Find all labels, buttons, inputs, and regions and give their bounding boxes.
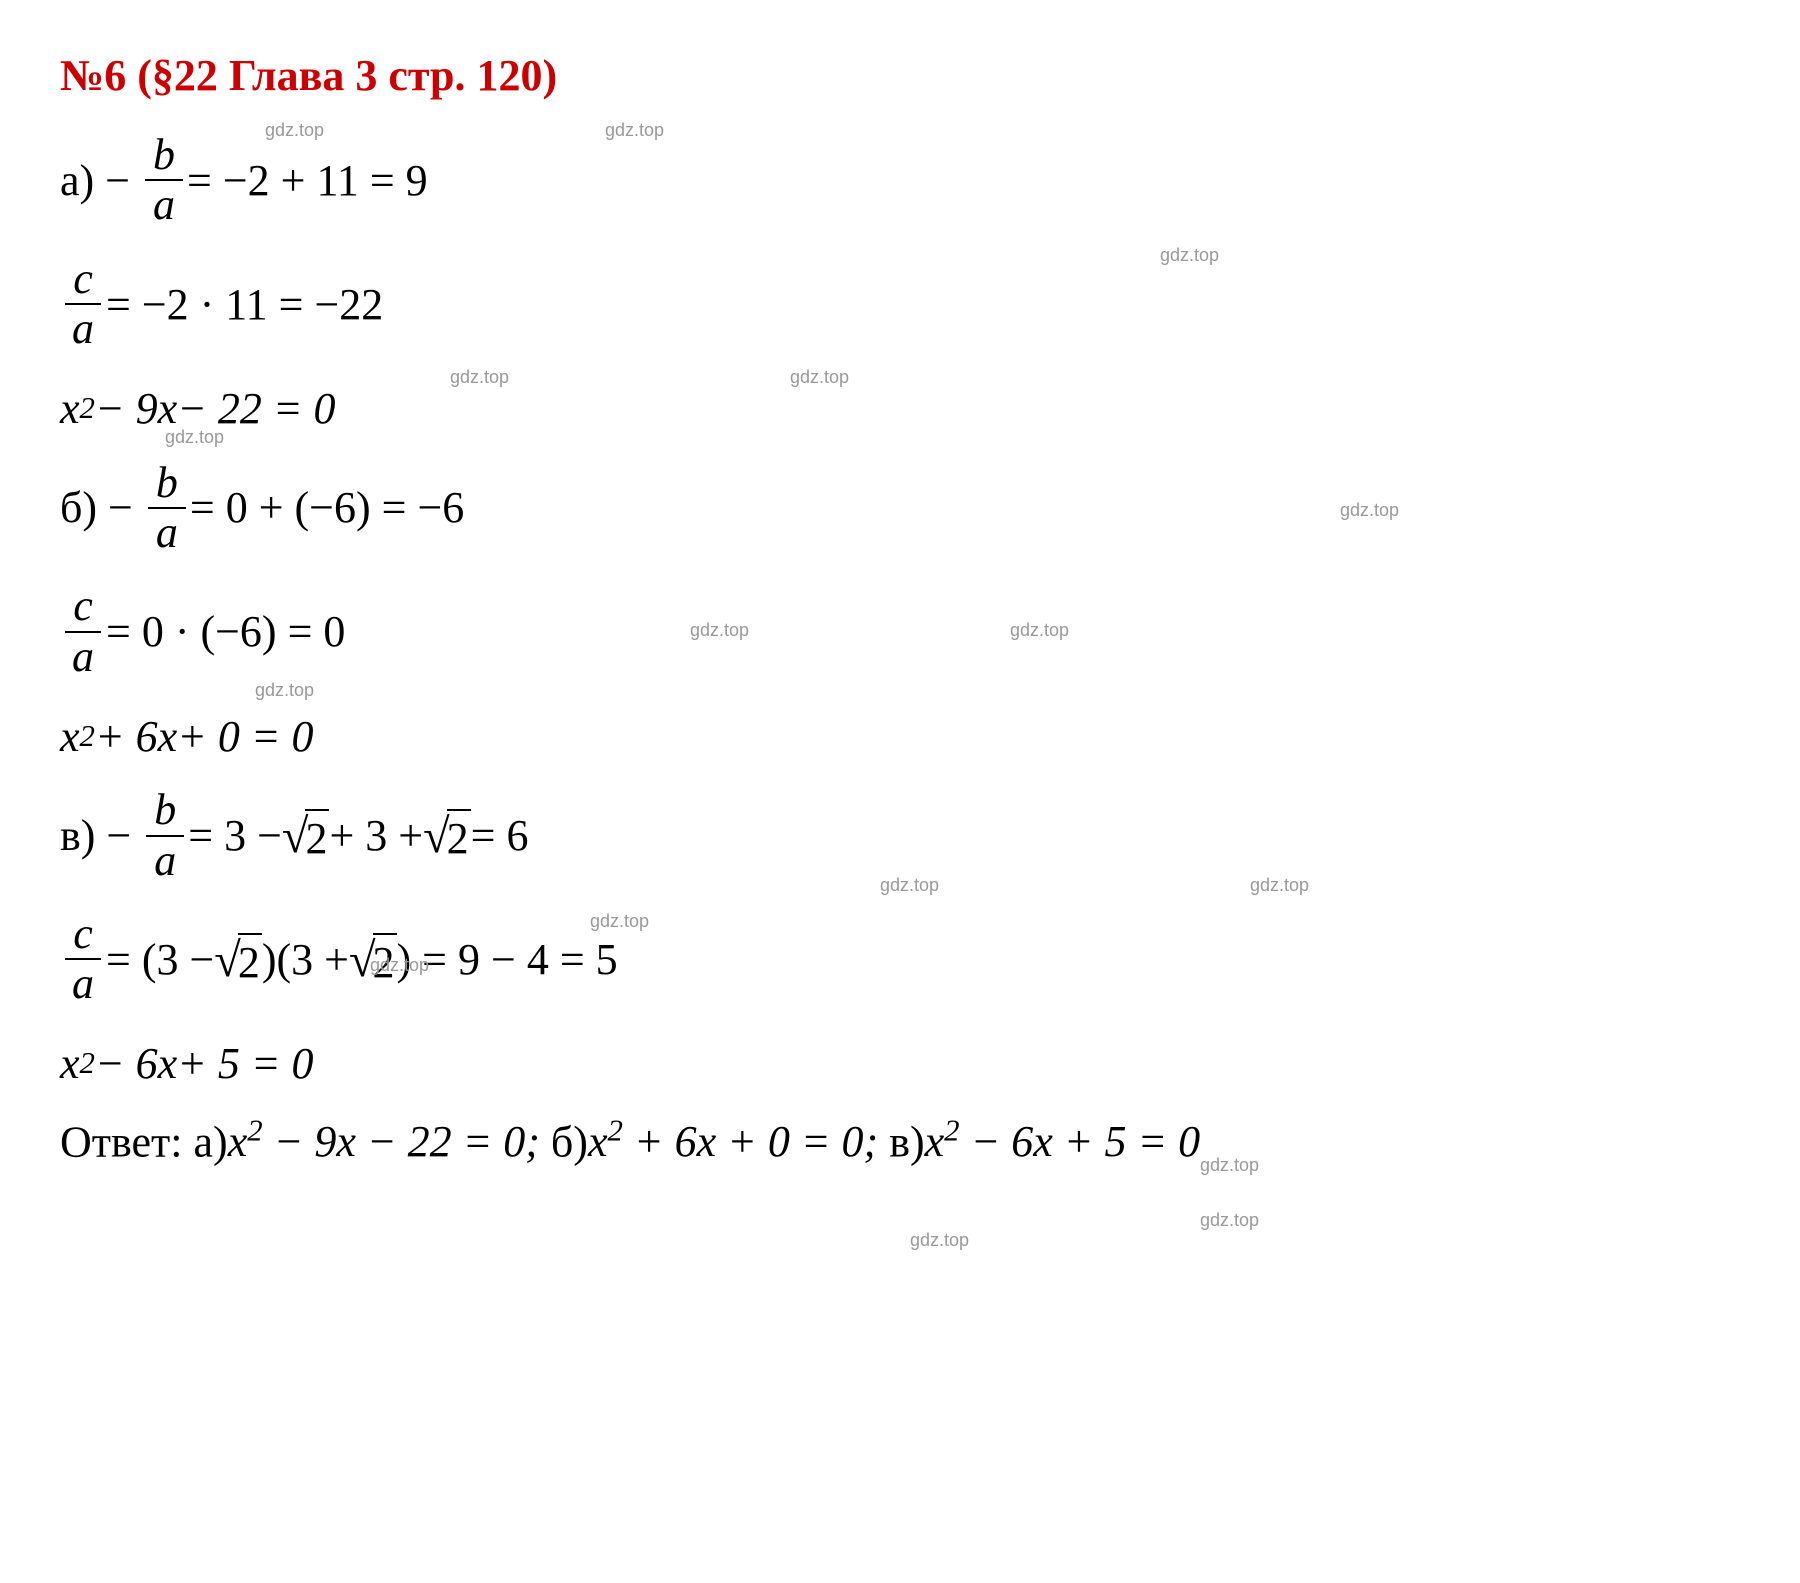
part-a-line2: c a = −2 · 11 = −22 [60, 255, 1740, 354]
sqrt-content: 2 [238, 933, 262, 988]
watermark-text: gdz.top [910, 1230, 969, 1251]
answer-a-eq: x2 − 9x − 22 = 0; [228, 1117, 551, 1166]
minus-sign: − [94, 155, 141, 206]
fraction-c-over-a: c a [64, 910, 102, 1009]
eq-rhs: = −2 + 11 = 9 [187, 155, 428, 206]
fraction-b-over-a: b a [148, 459, 186, 558]
answer-c-label: в) [889, 1117, 924, 1166]
fraction-c-over-a: c a [64, 582, 102, 681]
eq-mid: + 3 + [329, 810, 423, 861]
part-c-line2: c a = (3 − √ 2 )(3 + √ 2 ) = 9 − 4 = 5 [60, 910, 1740, 1009]
frac-numerator: c [65, 255, 101, 305]
sqrt-2: √ 2 [349, 933, 397, 986]
minus-sign: − [95, 810, 142, 861]
answer-line: Ответ: а)x2 − 9x − 22 = 0; б)x2 + 6x + 0… [60, 1114, 1740, 1168]
sqrt-content: 2 [447, 809, 471, 864]
eq-mid: )(3 + [262, 934, 349, 985]
part-b-line2: c a = 0 · (−6) = 0 [60, 582, 1740, 681]
answer-b-eq: x2 + 6x + 0 = 0; [588, 1117, 889, 1166]
eq-prefix: = 3 − [188, 810, 282, 861]
fraction-c-over-a: c a [64, 255, 102, 354]
sqrt-2: √ 2 [214, 933, 262, 986]
eq-prefix: = (3 − [106, 934, 214, 985]
eq-rhs: = −2 · 11 = −22 [106, 279, 383, 330]
eq-rhs: = 0 · (−6) = 0 [106, 606, 345, 657]
sqrt-content: 2 [373, 933, 397, 988]
sqrt-2: √ 2 [282, 809, 330, 862]
frac-denominator: a [148, 509, 186, 557]
sqrt-2: √ 2 [423, 809, 471, 862]
part-a-line1: а) − b a = −2 + 11 = 9 [60, 131, 1740, 230]
frac-denominator: a [146, 837, 184, 885]
fraction-b-over-a: b a [145, 131, 183, 230]
part-b-line3: x2 + 6x + 0 = 0 [60, 706, 1740, 766]
frac-numerator: c [65, 910, 101, 960]
eq-suffix: ) = 9 − 4 = 5 [397, 934, 618, 985]
frac-denominator: a [64, 305, 102, 353]
part-b-label: б) [60, 482, 97, 533]
part-a-label: а) [60, 155, 94, 206]
frac-denominator: a [64, 960, 102, 1008]
frac-numerator: b [146, 786, 184, 836]
answer-c-eq: x2 − 6x + 5 = 0 [925, 1117, 1201, 1166]
part-c-line1: в) − b a = 3 − √ 2 + 3 + √ 2 = 6 [60, 786, 1740, 885]
frac-numerator: b [148, 459, 186, 509]
part-c-label: в) [60, 810, 95, 861]
answer-label: Ответ: [60, 1117, 194, 1166]
watermark-text: gdz.top [255, 680, 314, 701]
problem-title: №6 (§22 Глава 3 стр. 120) [60, 50, 1740, 101]
sqrt-content: 2 [305, 809, 329, 864]
frac-numerator: b [145, 131, 183, 181]
frac-denominator: a [145, 181, 183, 229]
part-c-line3: x2 − 6x + 5 = 0 [60, 1034, 1740, 1094]
eq-rhs: = 0 + (−6) = −6 [190, 482, 464, 533]
eq-suffix: = 6 [471, 810, 529, 861]
frac-numerator: c [65, 582, 101, 632]
frac-denominator: a [64, 633, 102, 681]
fraction-b-over-a: b a [146, 786, 184, 885]
answer-a-label: а) [194, 1117, 228, 1166]
part-a-line3: x2 − 9x − 22 = 0 [60, 379, 1740, 439]
minus-sign: − [97, 482, 144, 533]
watermark-text: gdz.top [1200, 1210, 1259, 1231]
answer-b-label: б) [551, 1117, 588, 1166]
part-b-line1: б) − b a = 0 + (−6) = −6 [60, 459, 1740, 558]
